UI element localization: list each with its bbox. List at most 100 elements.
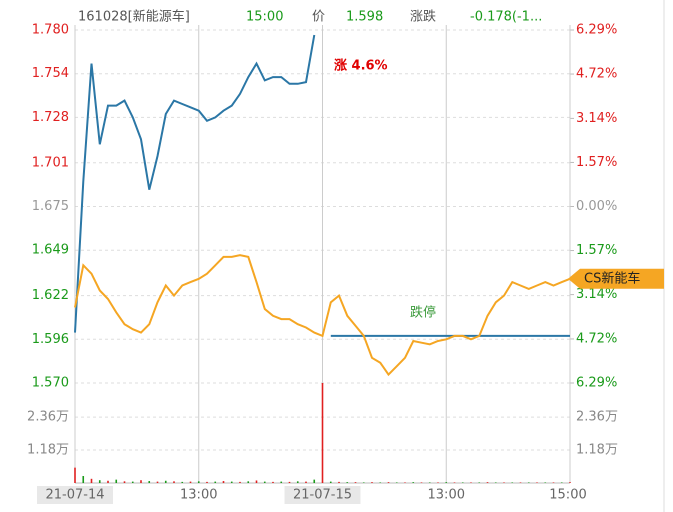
time: 15:00 <box>246 10 283 25</box>
volume-bar <box>420 482 423 483</box>
y2-tick-label: 0.00% <box>576 199 617 214</box>
annotation: 跌停 <box>410 305 436 321</box>
volume-bar <box>511 482 514 483</box>
volume-bar <box>461 482 464 483</box>
x-tick-label: 21-07-14 <box>45 488 104 503</box>
x-tick-label: 15:00 <box>549 488 586 503</box>
volume-bar <box>98 480 101 483</box>
volume-bar <box>321 383 324 483</box>
volume-bar <box>478 482 481 483</box>
price-line <box>74 34 570 337</box>
volume-bar <box>222 481 225 483</box>
volume-tick-label: 2.36万 <box>576 410 618 425</box>
volume-bar <box>552 482 555 483</box>
y-tick-label: 1.728 <box>32 110 69 125</box>
volume-bar <box>82 476 85 483</box>
volume-bar <box>338 481 340 483</box>
y-tick-label: 1.622 <box>32 288 69 303</box>
volume-bar <box>90 478 93 483</box>
volume-bar <box>371 482 373 483</box>
volume-bar <box>395 482 398 483</box>
volume-bar <box>107 480 109 483</box>
volume-bar <box>255 480 258 483</box>
volume-bar <box>288 481 291 483</box>
y2-tick-label: 3.14% <box>576 111 617 126</box>
volume-bar <box>181 481 184 483</box>
x-label-bg <box>284 486 361 504</box>
volume-bar <box>486 482 489 483</box>
volume-tick-label: 2.36万 <box>27 410 69 425</box>
volume-bar <box>445 482 448 483</box>
volume-bar <box>544 482 547 483</box>
volume-bar <box>527 482 530 483</box>
volume-bar <box>470 482 472 483</box>
volume-bar <box>387 482 390 483</box>
volume-bar <box>494 482 497 483</box>
volume-bar <box>346 482 349 483</box>
volume-bar <box>362 482 365 483</box>
legend-tag <box>568 268 664 289</box>
volume-bar <box>404 482 406 483</box>
y-tick-label: 1.570 <box>32 376 69 391</box>
code: 161028[新能源车] <box>78 9 190 25</box>
volume-bar <box>140 480 142 483</box>
volume-bar <box>263 481 266 483</box>
change-label: 涨跌 <box>410 9 436 25</box>
x-tick-label: 21-07-15 <box>293 488 352 503</box>
volume-bar <box>453 482 456 483</box>
y2-tick-label: 1.57% <box>576 155 617 170</box>
volume-bar <box>214 481 217 483</box>
volume-bar <box>329 481 332 483</box>
volume-bar <box>503 482 505 483</box>
x-label-bg <box>37 486 113 504</box>
volume-bar <box>74 467 76 483</box>
annotation: 涨 4.6% <box>333 59 388 74</box>
volume-bar <box>123 481 126 483</box>
volume-bar <box>313 479 316 483</box>
volume-bar <box>230 481 233 483</box>
change: -0.178(-1... <box>470 10 542 25</box>
volume-tick-label: 1.18万 <box>27 443 69 458</box>
volume-bar <box>280 481 283 483</box>
volume-bar <box>189 481 192 483</box>
price: 1.598 <box>346 10 383 25</box>
y2-tick-label: 4.72% <box>576 67 617 82</box>
price-line <box>74 254 571 377</box>
volume-tick-label: 1.18万 <box>576 443 618 458</box>
y-tick-label: 1.754 <box>32 66 69 81</box>
volume-bar <box>115 479 118 483</box>
volume-bar <box>536 482 538 483</box>
volume-bar <box>412 482 415 483</box>
volume-bar <box>239 481 241 483</box>
volume-bar <box>164 480 167 483</box>
volume-bar <box>569 482 571 483</box>
volume-bar <box>305 481 307 483</box>
volume-bar <box>156 481 159 483</box>
volume-bar <box>148 481 151 483</box>
volume-bar <box>560 482 563 483</box>
volume-bar <box>354 482 357 483</box>
y-tick-label: 1.780 <box>32 23 69 38</box>
y2-tick-label: 1.57% <box>576 243 617 258</box>
volume-bar <box>272 481 274 483</box>
y-tick-label: 1.649 <box>32 243 69 258</box>
y-tick-label: 1.701 <box>32 155 69 170</box>
y2-tick-label: 3.14% <box>576 287 617 302</box>
y2-tick-label: 4.72% <box>576 331 617 346</box>
volume-bar <box>428 482 431 483</box>
y-tick-label: 1.675 <box>32 199 69 214</box>
price-label: 价 <box>312 10 325 25</box>
legend-label: CS新能车 <box>584 270 640 286</box>
volume-bar <box>379 482 382 483</box>
volume-bar <box>247 481 250 483</box>
volume-bar <box>437 482 439 483</box>
volume-bar <box>197 481 200 483</box>
x-tick-label: 13:00 <box>428 488 465 503</box>
y-tick-label: 1.596 <box>32 332 69 347</box>
x-tick-label: 13:00 <box>180 488 217 503</box>
volume-bar <box>173 481 175 483</box>
volume-bar <box>206 481 208 483</box>
volume-bar <box>296 481 299 483</box>
